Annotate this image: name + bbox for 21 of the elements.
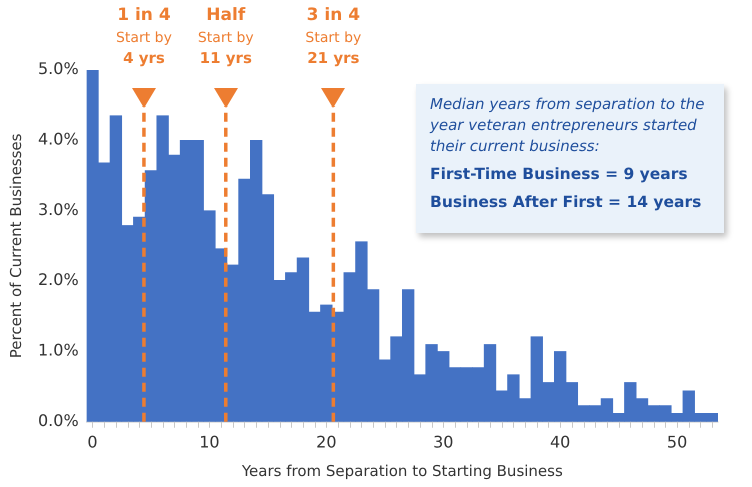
y-axis-title: Percent of Current Businesses <box>6 133 25 358</box>
y-tick-label: 2.0% <box>38 270 79 290</box>
ref-line-label: 1 in 4 Start by 4 yrs <box>116 5 172 67</box>
y-tick-label: 1.0% <box>38 340 79 360</box>
y-tick-label: 0.0% <box>38 410 79 430</box>
annotation: Business After First = 14 years <box>430 193 702 211</box>
x-tick-label: 0 <box>87 432 98 452</box>
note-panel: Median years from separation to the year veteran entrepreneurs started their current business: First-Time Business = 9 years Business After First = 14 years <box>416 84 724 233</box>
annotation: Median years from separation to the year veteran entrepreneurs started their current business: <box>430 94 706 157</box>
x-tick-label: 30 <box>433 432 454 452</box>
annotation: First-Time Business = 9 years <box>430 165 689 183</box>
x-tick-label: 50 <box>666 432 688 452</box>
y-tick-label: 3.0% <box>38 200 79 219</box>
x-tick-label: 40 <box>550 432 570 452</box>
ref-line-label: Half Start by 11 yrs <box>198 5 254 67</box>
y-tick-label: 4.0% <box>38 130 79 149</box>
x-tick-label: 20 <box>316 432 337 452</box>
ref-line-label: 3 in 4 Start by 21 yrs <box>305 5 362 67</box>
x-axis-title: Years from Separation to Starting Business <box>240 462 563 480</box>
y-tick-label: 5.0% <box>38 59 79 78</box>
x-tick-label: 10 <box>199 432 220 452</box>
